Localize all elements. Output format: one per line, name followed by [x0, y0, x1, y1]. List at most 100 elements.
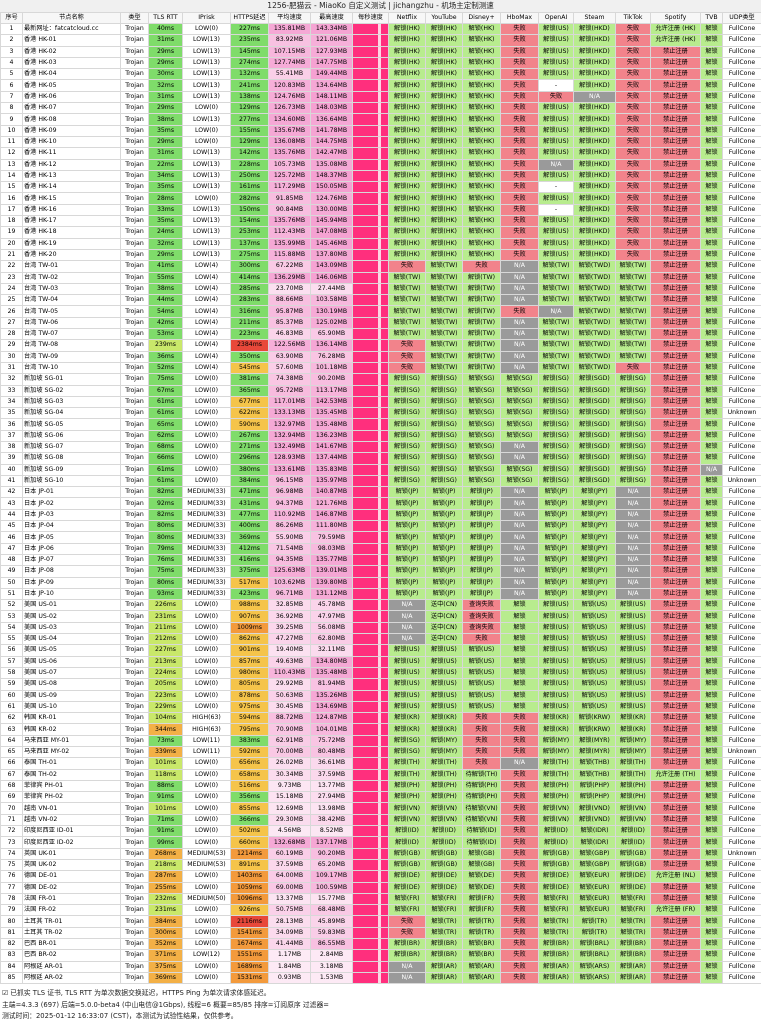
cell: 88.66MB: [268, 294, 311, 307]
cell: 解锁(SG): [462, 474, 501, 488]
cell: 795ms: [230, 723, 269, 736]
cell: LOW(0): [182, 938, 231, 951]
cell: Trojan: [120, 644, 149, 657]
cell: 解锁(JPY): [573, 508, 616, 522]
cell: Trojan: [120, 870, 149, 883]
cell: MEDIUM(33): [182, 587, 231, 601]
cell: 解锁(SGD): [573, 452, 616, 465]
cell: 香港 HK-07: [22, 102, 121, 115]
cell: 失败: [500, 858, 539, 872]
cell: 148.03MB: [310, 102, 353, 115]
cell: 失败: [388, 361, 426, 375]
cell: 解锁(FR): [538, 904, 574, 917]
cell: 137.17MB: [310, 836, 353, 849]
cell: 失败: [500, 813, 539, 827]
cell: 解锁(TW): [615, 339, 651, 352]
cell: 香港 HK-06: [22, 90, 121, 104]
cell: 解锁: [700, 486, 723, 499]
cell: FullCone: [722, 169, 761, 183]
cell: 57: [0, 655, 23, 668]
node-row: 59 美国 US-08 Trojan 205ms LOW(0) 805ms 29.92MB 8…: [0, 678, 761, 691]
cell: Trojan: [120, 926, 149, 940]
cell: 6: [0, 79, 23, 92]
cell: 解锁(US): [462, 666, 501, 680]
cell: 解锁(JP): [425, 587, 463, 601]
cell: 101ms: [148, 802, 183, 815]
cell: 80ms: [148, 576, 183, 589]
cell: 解锁(ARS): [573, 971, 616, 985]
cell: 失败: [615, 113, 651, 126]
cell: 解锁(SG): [425, 452, 463, 465]
cell: 122.56MB: [268, 339, 311, 352]
cell: 解锁(HK): [462, 181, 501, 194]
cell: 失败: [615, 158, 651, 171]
cell: 失败: [500, 248, 539, 262]
cell: MEDIUM(33): [182, 520, 231, 533]
node-row: 47 日本 JP-06 Trojan 79ms MEDIUM(33) 412ms 71.54…: [0, 542, 761, 555]
cell: 解锁: [700, 734, 723, 748]
cell: FullCone: [722, 520, 761, 533]
cell: LOW(13): [182, 45, 231, 58]
cell: 解锁(PH): [615, 779, 651, 793]
cell: 解锁: [700, 328, 723, 341]
cell: 975ms: [230, 700, 269, 714]
cell: 46.83MB: [268, 328, 311, 341]
cell: 禁止注册: [650, 215, 701, 228]
cell: 禁止注册: [650, 474, 701, 488]
cell: 解锁(DE): [425, 881, 463, 894]
cell: 失败: [500, 169, 539, 183]
cell: 146.87MB: [310, 508, 353, 522]
cell: 125.72MB: [268, 169, 311, 183]
cell: 解锁(SG): [615, 440, 651, 454]
cell: 解锁(US): [573, 621, 616, 635]
cell: Trojan: [120, 147, 149, 160]
cell: 100.59MB: [310, 881, 353, 894]
cell: 29.92MB: [268, 678, 311, 691]
cell: 解锁: [700, 350, 723, 363]
cell: 解锁(US): [615, 621, 651, 635]
cell: Trojan: [120, 768, 149, 781]
cell: LOW(0): [182, 825, 231, 838]
cell: MEDIUM(33): [182, 508, 231, 522]
cell: 失败: [615, 79, 651, 92]
cell: MEDIUM(33): [182, 553, 231, 567]
cell: 失败: [500, 734, 539, 748]
cell: 解锁: [700, 508, 723, 522]
cell: 解锁(JP): [425, 520, 463, 533]
cell: 解锁(HK): [462, 147, 501, 160]
cell: 227ms: [230, 22, 269, 36]
cell: 解锁(HKD): [573, 226, 616, 239]
cell: 90.20MB: [310, 847, 353, 860]
cell: 送中(CN): [425, 610, 463, 623]
cell: 解锁(HK): [388, 248, 426, 262]
cell: 禁止注册: [650, 248, 701, 262]
cell: 解锁(TR): [538, 926, 574, 940]
cell: 香港 HK-08: [22, 113, 121, 126]
cell: N/A: [538, 158, 574, 171]
cell: 解锁(HK): [462, 68, 501, 81]
cell: 禁止注册: [650, 260, 701, 273]
cell: FullCone: [722, 542, 761, 555]
speed-sparkline: [352, 971, 389, 985]
cell: FullCone: [722, 226, 761, 239]
cell: 解锁(JP): [462, 553, 501, 567]
cell: 3: [0, 45, 23, 58]
cell: 解锁(HK): [425, 68, 463, 81]
cell: 解锁(TH): [388, 757, 426, 770]
cell: Trojan: [120, 418, 149, 431]
cell: 失败: [500, 237, 539, 250]
node-row: 16 香港 HK-15 Trojan 28ms LOW(0) 282ms 91.85MB 12…: [0, 192, 761, 205]
cell: 211ms: [148, 621, 183, 635]
cell: 解锁: [700, 881, 723, 894]
cell: 31ms: [148, 34, 183, 47]
cell: 解锁(GB): [388, 858, 426, 872]
speed-sparkline: [352, 791, 389, 804]
cell: Trojan: [120, 124, 149, 137]
cell: 29.30MB: [268, 813, 311, 827]
cell: 55ms: [148, 271, 183, 284]
cell: 失败: [500, 124, 539, 137]
cell: 解锁(JP): [425, 576, 463, 589]
cell: 解锁(KR): [538, 712, 574, 725]
cell: 禁止注册: [650, 949, 701, 962]
cell: 解锁: [700, 34, 723, 47]
